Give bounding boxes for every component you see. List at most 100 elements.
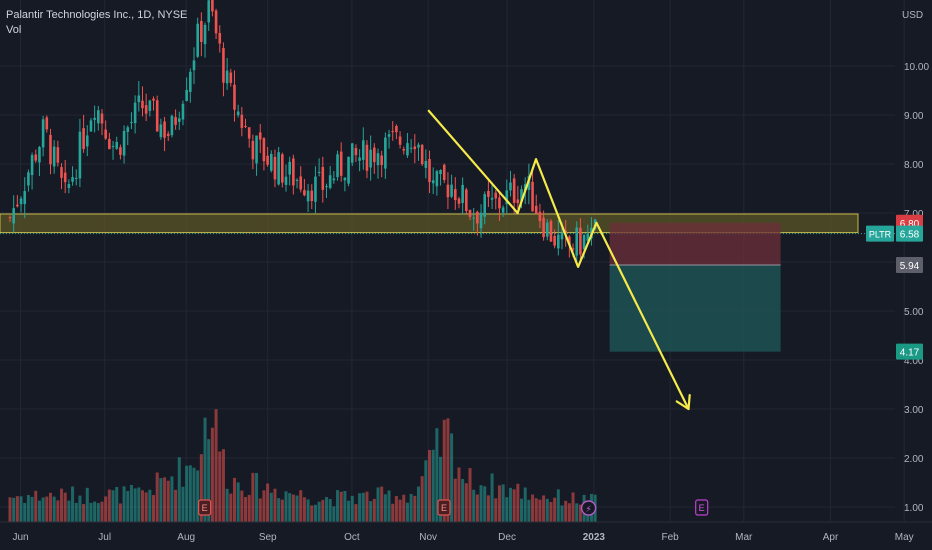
volume-bar: [96, 503, 100, 522]
volume-bar: [203, 417, 207, 522]
volume-bar: [255, 472, 259, 522]
volume-bar: [556, 489, 560, 522]
target-zone: [609, 264, 781, 352]
candle-body: [557, 234, 560, 249]
candle-body: [299, 176, 303, 190]
volume-bar: [214, 409, 218, 522]
candle-body: [71, 177, 74, 182]
candle-body: [277, 152, 280, 185]
candle-body: [343, 177, 347, 181]
volume-bar: [63, 492, 67, 522]
volume-bar: [497, 485, 501, 522]
candle-body: [8, 217, 12, 219]
volume-label[interactable]: Vol: [6, 24, 22, 36]
projection-path: [427, 109, 690, 410]
candle-body: [85, 135, 89, 147]
event-markers[interactable]: E E ⚡ E: [198, 499, 709, 516]
candle-body: [384, 137, 387, 169]
candle-body: [163, 121, 166, 138]
candle-body: [229, 72, 233, 83]
volume-bar: [358, 493, 362, 522]
x-tick-label: Jun: [12, 532, 28, 543]
earnings-icon: [437, 499, 451, 516]
volume-bar: [159, 478, 163, 522]
stop-zone: [609, 222, 781, 265]
volume-bar: [60, 488, 64, 522]
volume-bar: [545, 498, 549, 522]
candle-body: [74, 177, 78, 179]
entry-price-label: 5.94: [900, 261, 920, 272]
candle-body: [325, 186, 328, 188]
event-marker-earnings-upcoming[interactable]: E: [695, 499, 709, 516]
candle-body: [420, 144, 424, 165]
volume-bar: [313, 504, 317, 522]
volume-bar: [310, 505, 314, 522]
candle-body: [303, 190, 306, 196]
volume-bar: [74, 502, 78, 522]
candle-body: [468, 209, 472, 217]
projection-drawing[interactable]: [427, 109, 691, 411]
candle-body: [391, 131, 395, 133]
volume-bar: [339, 491, 343, 522]
candle-body: [553, 235, 556, 246]
candle-body: [251, 140, 255, 160]
candle-body: [435, 171, 439, 187]
event-marker-earnings[interactable]: E: [437, 499, 451, 516]
volume-bar: [181, 486, 185, 522]
symbol-badge-label: PLTR: [869, 230, 892, 240]
arrow-head: [687, 393, 691, 411]
volume-bar: [369, 501, 373, 522]
event-marker-split[interactable]: ⚡: [580, 500, 597, 516]
candle-body: [177, 118, 181, 122]
volume-bar: [475, 494, 479, 522]
volume-bar: [428, 449, 432, 522]
volume-bar: [508, 487, 512, 522]
candle-body: [236, 111, 240, 116]
position-tool[interactable]: [609, 222, 781, 352]
volume-bar: [567, 503, 571, 522]
candle-body: [111, 145, 115, 147]
volume-bar: [280, 499, 284, 522]
earnings-label: E: [202, 503, 208, 513]
x-tick-label: Feb: [662, 532, 680, 543]
volume-bar: [12, 497, 16, 522]
candle-body: [104, 129, 107, 139]
volume-bar: [277, 498, 281, 522]
candle-body: [545, 222, 549, 237]
x-tick-label: Nov: [419, 532, 437, 543]
event-marker-earnings[interactable]: E: [198, 499, 212, 516]
candle-body: [424, 160, 428, 168]
volume-bar: [446, 418, 450, 522]
volume-bar: [126, 491, 130, 522]
x-tick-label: Jul: [98, 532, 111, 543]
x-tick-label: 2023: [583, 532, 606, 543]
x-tick-label: Dec: [498, 532, 516, 543]
volume-bar: [221, 449, 225, 522]
volume-bar: [398, 499, 402, 522]
volume-bar: [472, 489, 476, 522]
symbol-title[interactable]: Palantir Technologies Inc., 1D, NYSE: [6, 9, 188, 21]
candle-body: [137, 95, 141, 103]
candle-body: [512, 178, 516, 203]
candle-body: [266, 155, 269, 165]
candle-body: [255, 135, 258, 164]
volume-bar: [107, 489, 111, 522]
candle-body: [542, 217, 545, 238]
volume-bar: [236, 482, 240, 522]
candle-body: [273, 156, 277, 180]
candle-body: [450, 184, 453, 197]
volume-bar: [163, 477, 167, 522]
candle-body: [192, 60, 196, 71]
volume-bar: [380, 486, 384, 522]
candle-body: [332, 178, 336, 181]
candle-body: [457, 198, 461, 204]
volume-bar: [30, 496, 34, 522]
volume-bar: [354, 504, 358, 522]
volume-bar: [578, 504, 582, 522]
candle-body: [523, 184, 527, 191]
volume-bar: [394, 496, 398, 522]
volume-bar: [505, 497, 509, 522]
volume-bar: [391, 503, 395, 522]
volume-bar: [534, 498, 538, 522]
